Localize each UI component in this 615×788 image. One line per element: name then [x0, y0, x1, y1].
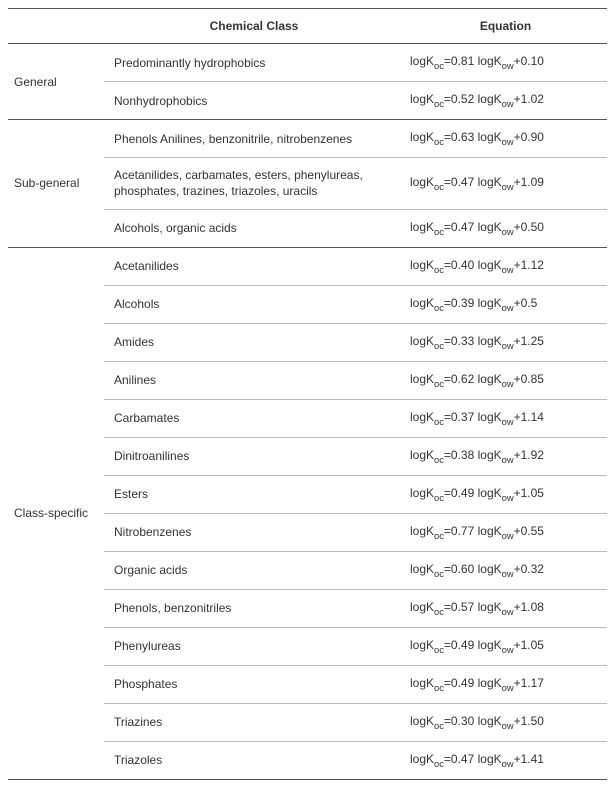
chemical-class-cell: Triazines [104, 703, 404, 741]
chemical-class-cell: Organic acids [104, 551, 404, 589]
equation-cell: logKoc=0.30 logKow+1.50 [404, 703, 607, 741]
chemical-class-cell: Acetanilides [104, 247, 404, 285]
equation-cell: logKoc=0.63 logKow+0.90 [404, 120, 607, 158]
equation-cell: logKoc=0.38 logKow+1.92 [404, 437, 607, 475]
equation-cell: logKoc=0.49 logKow+1.17 [404, 665, 607, 703]
equation-cell: logKoc=0.40 logKow+1.12 [404, 247, 607, 285]
chemical-class-cell: Anilines [104, 361, 404, 399]
table-header-row: Chemical Class Equation [8, 9, 607, 44]
header-equation: Equation [404, 9, 607, 44]
equation-cell: logKoc=0.37 logKow+1.14 [404, 399, 607, 437]
equation-cell: logKoc=0.62 logKow+0.85 [404, 361, 607, 399]
table-row: GeneralPredominantly hydrophobicslogKoc=… [8, 44, 607, 82]
table-row: Sub-generalPhenols Anilines, benzonitril… [8, 120, 607, 158]
chemical-class-cell: Phenols Anilines, benzonitrile, nitroben… [104, 120, 404, 158]
equation-cell: logKoc=0.33 logKow+1.25 [404, 323, 607, 361]
equation-cell: logKoc=0.57 logKow+1.08 [404, 589, 607, 627]
equation-cell: logKoc=0.49 logKow+1.05 [404, 475, 607, 513]
chemical-class-cell: Amides [104, 323, 404, 361]
koc-equations-table: Chemical Class Equation GeneralPredomina… [8, 8, 607, 780]
chemical-class-cell: Predominantly hydrophobics [104, 44, 404, 82]
header-chemical-class: Chemical Class [104, 9, 404, 44]
chemical-class-cell: Esters [104, 475, 404, 513]
equation-cell: logKoc=0.47 logKow+1.09 [404, 158, 607, 209]
chemical-class-cell: Phenols, benzonitriles [104, 589, 404, 627]
equation-cell: logKoc=0.77 logKow+0.55 [404, 513, 607, 551]
equation-cell: logKoc=0.60 logKow+0.32 [404, 551, 607, 589]
table-row: Class-specificAcetanilideslogKoc=0.40 lo… [8, 247, 607, 285]
equation-cell: logKoc=0.49 logKow+1.05 [404, 627, 607, 665]
category-cell: Sub-general [8, 120, 104, 247]
equation-cell: logKoc=0.39 logKow+0.5 [404, 285, 607, 323]
chemical-class-cell: Acetanilides, carbamates, esters, phenyl… [104, 158, 404, 209]
chemical-class-cell: Alcohols [104, 285, 404, 323]
chemical-class-cell: Alcohols, organic acids [104, 209, 404, 247]
chemical-class-cell: Carbamates [104, 399, 404, 437]
equation-cell: logKoc=0.47 logKow+0.50 [404, 209, 607, 247]
chemical-class-cell: Dinitroanilines [104, 437, 404, 475]
chemical-class-cell: Phosphates [104, 665, 404, 703]
chemical-class-cell: Nonhydrophobics [104, 82, 404, 120]
category-cell: General [8, 44, 104, 120]
chemical-class-cell: Triazoles [104, 741, 404, 779]
category-cell: Class-specific [8, 247, 104, 779]
equation-cell: logKoc=0.47 logKow+1.41 [404, 741, 607, 779]
equation-cell: logKoc=0.52 logKow+1.02 [404, 82, 607, 120]
header-category [8, 9, 104, 44]
chemical-class-cell: Nitrobenzenes [104, 513, 404, 551]
equation-cell: logKoc=0.81 logKow+0.10 [404, 44, 607, 82]
chemical-class-cell: Phenylureas [104, 627, 404, 665]
